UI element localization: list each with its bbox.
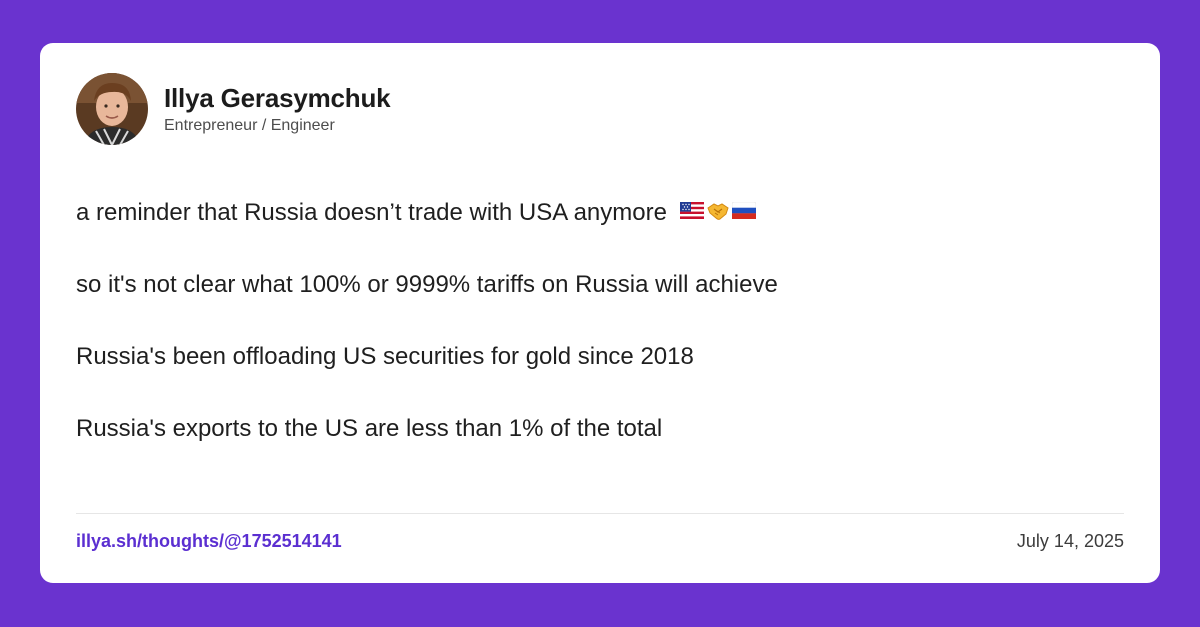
post-date: July 14, 2025 <box>1016 531 1124 551</box>
post-body: a reminder that Russia doesn’t trade wit… <box>76 198 1116 486</box>
author-name[interactable]: Illya Gerasymchuk <box>164 82 391 113</box>
post-paragraph-4: Russia's exports to the US are less than… <box>76 415 663 442</box>
avatar-image <box>76 73 148 145</box>
us-flag-icon <box>679 202 704 220</box>
russia-flag-icon <box>731 202 756 220</box>
post-paragraph-1: a reminder that Russia doesn’t trade wit… <box>76 198 1116 228</box>
footer-divider <box>76 513 1124 514</box>
avatar[interactable] <box>76 73 148 145</box>
post-paragraph-1-text: a reminder that Russia doesn’t trade wit… <box>76 199 667 226</box>
post-paragraph-3: Russia's been offloading US securities f… <box>76 343 694 370</box>
emoji-group <box>679 200 756 222</box>
author-title: Entrepreneur / Engineer <box>164 116 335 134</box>
post-card: Illya Gerasymchuk Entrepreneur / Enginee… <box>40 43 1160 583</box>
author-info: Illya Gerasymchuk Entrepreneur / Enginee… <box>164 82 391 136</box>
handshake-icon <box>707 203 729 220</box>
post-permalink[interactable]: illya.sh/thoughts/@1752514141 <box>76 531 342 551</box>
post-header: Illya Gerasymchuk Entrepreneur / Enginee… <box>76 73 391 145</box>
post-paragraph-2: so it's not clear what 100% or 9999% tar… <box>76 271 778 298</box>
